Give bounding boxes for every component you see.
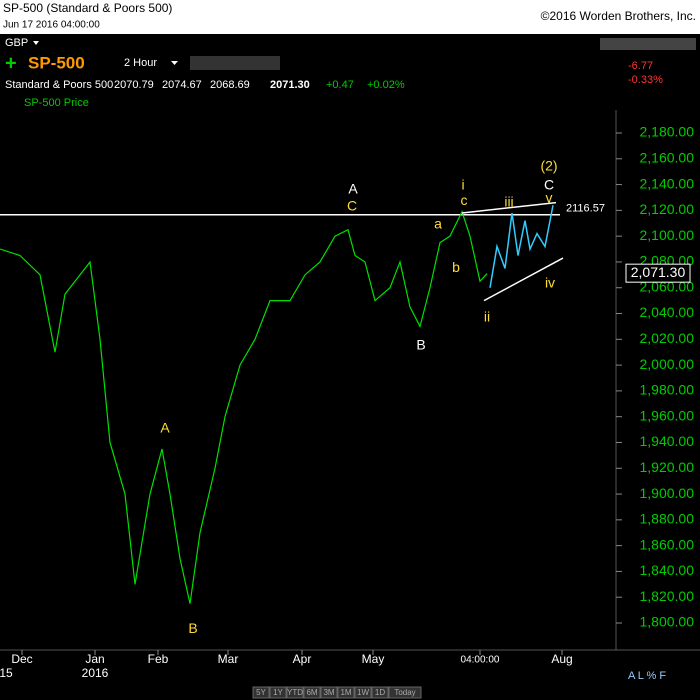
price-line (483, 257, 564, 302)
range-button-label: 6M (306, 688, 317, 697)
high: 2074.67 (162, 79, 202, 91)
y-tick-label: 2,180.00 (640, 124, 695, 140)
wave-label: C (544, 177, 554, 193)
range-button[interactable] (371, 686, 389, 699)
change: +0.47 (326, 79, 354, 91)
range-button[interactable] (269, 686, 287, 699)
day-change: -6.77 (628, 60, 653, 72)
range-button-label: 1Y (273, 688, 283, 697)
wave-label: i (461, 177, 464, 193)
x-tick-label: Apr (293, 652, 312, 666)
instrument-name: Standard & Poors 500 (5, 79, 113, 91)
currency[interactable]: GBP (5, 37, 28, 49)
range-button-label: YTD (287, 688, 303, 697)
wave-label: A (348, 180, 358, 196)
range-button-label: 3M (323, 688, 334, 697)
y-tick-label: 2,120.00 (640, 201, 695, 217)
toolbar-icons[interactable] (190, 56, 280, 70)
dropdown-arrow (171, 61, 178, 65)
open: 2070.79 (114, 79, 154, 91)
hline-label: 2116.57 (566, 203, 605, 215)
y-tick-label: 1,960.00 (640, 407, 695, 423)
add-icon[interactable]: + (5, 52, 17, 74)
x-tick-label: Feb (148, 652, 169, 666)
wave-label: v (546, 190, 553, 206)
range-button-label: 5Y (256, 688, 266, 697)
range-button[interactable] (388, 686, 422, 699)
window-buttons[interactable] (600, 38, 696, 50)
y-tick-label: 2,000.00 (640, 356, 695, 372)
x-tick-label: Dec (11, 652, 32, 666)
range-button-label: 1W (357, 688, 369, 697)
wave-label: c (461, 192, 468, 208)
range-button[interactable] (320, 686, 338, 699)
price-line (489, 205, 554, 288)
x-tick-label: 04:00:00 (461, 655, 500, 666)
title: SP-500 (Standard & Poors 500) (3, 1, 172, 15)
year-label: 15 (0, 666, 13, 680)
y-tick-label: 2,020.00 (640, 330, 695, 346)
price-line (0, 210, 488, 604)
wave-label: C (347, 198, 357, 214)
copyright: ©2016 Worden Brothers, Inc. (541, 9, 696, 23)
range-button[interactable] (354, 686, 372, 699)
x-tick-label: Jan (85, 652, 104, 666)
year-label: 2016 (82, 666, 109, 680)
dropdown-arrow (33, 41, 39, 45)
range-button[interactable] (286, 686, 304, 699)
symbol[interactable]: SP-500 (28, 53, 85, 72)
wave-label: iii (504, 194, 513, 210)
y-tick-label: 1,920.00 (640, 459, 695, 475)
range-button[interactable] (252, 686, 270, 699)
last-price-box (625, 263, 691, 283)
last-price-label: 2,071.30 (631, 264, 686, 280)
range-button-label: 1M (340, 688, 351, 697)
price-line (461, 201, 557, 214)
wave-label: A (160, 420, 170, 436)
x-tick-label: Mar (218, 652, 239, 666)
wave-label: B (416, 337, 425, 353)
x-tick-label: May (362, 652, 385, 666)
wave-label: a (434, 215, 442, 231)
corner-controls[interactable]: A L % F (628, 670, 666, 682)
wave-label: (2) (540, 158, 557, 174)
wave-label: ii (484, 309, 490, 325)
y-tick-label: 1,860.00 (640, 536, 695, 552)
title-bar (0, 0, 700, 34)
range-button-label: Today (394, 688, 415, 697)
y-tick-label: 1,820.00 (640, 588, 695, 604)
interval[interactable]: 2 Hour (124, 57, 157, 69)
low: 2068.69 (210, 79, 250, 91)
y-tick-label: 2,040.00 (640, 304, 695, 320)
close: 2071.30 (270, 79, 310, 91)
day-change-pct: -0.33% (628, 74, 663, 86)
y-tick-label: 2,140.00 (640, 175, 695, 191)
range-button[interactable] (337, 686, 355, 699)
date: Jun 17 2016 04:00:00 (3, 20, 100, 31)
legend-entry: SP-500 Price (24, 97, 89, 109)
y-tick-label: 1,840.00 (640, 562, 695, 578)
y-tick-label: 1,800.00 (640, 614, 695, 630)
y-tick-label: 2,100.00 (640, 227, 695, 243)
range-button-label: 1D (375, 688, 385, 697)
range-button[interactable] (303, 686, 321, 699)
y-tick-label: 1,880.00 (640, 511, 695, 527)
y-tick-label: 1,940.00 (640, 433, 695, 449)
wave-label: b (452, 259, 460, 275)
range-buttons: 5Y 1Y YTD 6M 3M 1M 1W 1D Today (252, 686, 422, 699)
y-tick-label: 1,980.00 (640, 382, 695, 398)
wave-label: iv (545, 275, 555, 291)
y-tick-label: 2,160.00 (640, 149, 695, 165)
x-tick-label: Aug (551, 652, 572, 666)
y-tick-label: 1,900.00 (640, 485, 695, 501)
change-pct: +0.02% (367, 79, 405, 91)
wave-label: B (188, 620, 197, 636)
